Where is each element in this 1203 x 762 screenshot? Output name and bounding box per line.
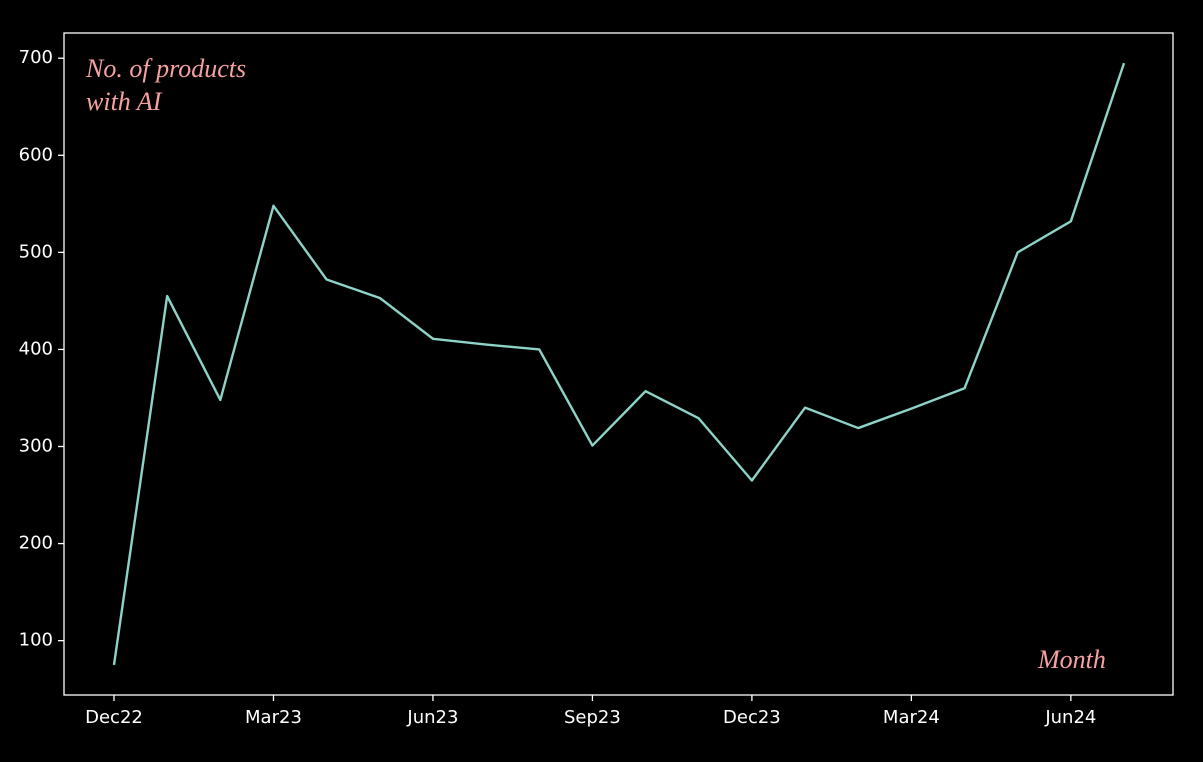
x-tick-label: Mar24 — [883, 707, 940, 728]
plot-frame — [63, 32, 1174, 696]
x-tick-label: Jun23 — [406, 707, 458, 728]
y-tick-label: 700 — [19, 47, 53, 68]
y-axis-label: No. of products with AI — [86, 54, 247, 116]
x-tick-label: Sep23 — [564, 707, 621, 728]
y-tick-label: 300 — [19, 436, 53, 457]
y-tick-label: 500 — [19, 241, 53, 262]
y-tick-label: 100 — [19, 630, 53, 651]
y-tick-label: 400 — [19, 338, 53, 359]
x-tick-label: Dec22 — [85, 707, 143, 728]
y-tick-label: 200 — [19, 533, 53, 554]
data-line — [112, 62, 1126, 666]
x-tick-label: Mar23 — [245, 707, 302, 728]
x-tick-label: Dec23 — [723, 707, 781, 728]
x-axis-label: Month — [1038, 645, 1106, 674]
x-tick-label: Jun24 — [1044, 707, 1096, 728]
y-tick-label: 600 — [19, 144, 53, 165]
